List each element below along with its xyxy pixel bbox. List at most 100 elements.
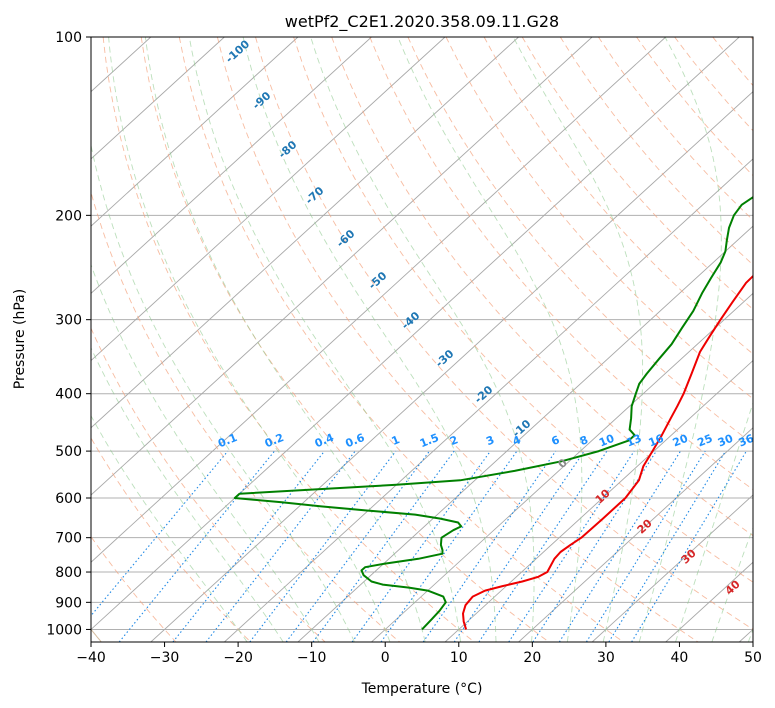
isotherm-gridline — [371, 292, 753, 642]
moist-adiabat — [397, 37, 583, 642]
y-tick-label: 200 — [55, 208, 82, 224]
dry-adiabat-label: -60 — [334, 227, 358, 250]
dry-adiabat — [636, 37, 753, 177]
isotherm-gridline — [91, 37, 372, 294]
mixing-ratio-line — [351, 450, 491, 642]
y-tick-label: 100 — [55, 30, 82, 46]
mixing-ratio-line — [478, 450, 608, 642]
dry-adiabat-label: -50 — [366, 269, 390, 292]
moist-adiabat-label: 0 — [555, 456, 570, 471]
x-tick-label: −30 — [150, 650, 180, 666]
mixing-ratio-line — [172, 450, 325, 642]
y-axis-title: Pressure (hPa) — [12, 289, 28, 389]
y-tick-label: 700 — [55, 531, 82, 547]
moist-adiabat — [638, 37, 722, 642]
mixing-ratio-line — [312, 450, 455, 642]
mixing-ratio-label: 25 — [695, 432, 714, 450]
plot-frame — [90, 36, 754, 643]
dry-adiabat — [178, 37, 624, 642]
moist-adiabat — [747, 628, 753, 642]
x-tick-label: 40 — [671, 650, 689, 666]
dry-adiabat — [369, 37, 753, 491]
data-series — [233, 195, 753, 631]
mixing-ratio-line — [422, 450, 557, 642]
y-tick-label: 400 — [55, 387, 82, 403]
dry-adiabat-label: -80 — [276, 138, 300, 161]
x-tick-label: 0 — [381, 650, 390, 666]
y-tick-label: 300 — [55, 313, 82, 329]
moist-adiabat — [91, 414, 248, 642]
mixing-ratio-line — [608, 450, 727, 642]
background-lines — [0, 37, 753, 642]
x-tick-label: 30 — [597, 650, 615, 666]
moist-adiabat — [675, 401, 753, 642]
mixing-ratio-label: 30 — [716, 432, 735, 450]
moist-adiabat — [310, 37, 535, 642]
x-tick-label: −20 — [223, 650, 253, 666]
moist-adiabat — [711, 526, 753, 642]
mixing-ratio-label: 3 — [484, 433, 496, 448]
isotherm-gridline — [444, 359, 753, 642]
temperature-profile — [462, 274, 753, 630]
isotherm-gridline — [91, 37, 299, 227]
dewpoint-profile — [233, 195, 753, 631]
isotherm-gridline — [91, 37, 667, 563]
moist-adiabat — [242, 37, 497, 642]
dry-adiabat — [559, 37, 753, 266]
dry-adiabat — [331, 37, 753, 537]
mixing-ratio-line — [380, 450, 518, 642]
x-axis: −40 −30 −20 −10 0 10 20 30 40 50 — [76, 642, 762, 666]
chart-title: wetPf2_C2E1.2020.358.09.11.G28 — [285, 12, 559, 32]
isotherm-gridline — [91, 37, 446, 362]
dry-adiabat — [445, 37, 753, 400]
mixing-ratio-line — [118, 450, 275, 642]
moist-adiabat-label: 40 — [723, 577, 743, 597]
moist-adiabat — [91, 346, 284, 642]
dry-adiabat — [255, 37, 753, 630]
mixing-ratio-label: 20 — [671, 432, 690, 450]
moist-adiabat — [512, 37, 644, 642]
y-axis: 100 200 300 400 500 600 700 800 900 1000 — [46, 30, 91, 638]
isotherm-gridline — [91, 37, 225, 160]
mixing-ratio-label: 8 — [578, 433, 590, 448]
isotherm-gridline — [91, 37, 519, 429]
x-tick-label: −10 — [297, 650, 327, 666]
mixing-ratio-label: 16 — [647, 432, 666, 450]
dry-adiabat — [750, 37, 753, 41]
y-tick-label: 900 — [55, 595, 82, 611]
isotherm-gridline — [224, 158, 753, 642]
y-tick-label: 800 — [55, 565, 82, 581]
y-tick-label: 1000 — [46, 622, 82, 638]
isotherm-gridline — [738, 628, 753, 642]
mixing-ratio-line — [631, 450, 747, 642]
x-tick-label: 10 — [450, 650, 468, 666]
x-tick-label: −40 — [76, 650, 106, 666]
mixing-ratio-label: 13 — [624, 432, 643, 450]
mixing-ratio-label: 10 — [597, 432, 616, 450]
mixing-ratio-line — [558, 450, 681, 642]
isotherm-gridline — [91, 37, 740, 631]
isotherm-gridline — [665, 561, 753, 642]
isotherm-gridline — [0, 37, 4, 642]
mixing-ratio-label: 1 — [390, 433, 402, 448]
y-tick-label: 500 — [55, 444, 82, 460]
isotherm-gridline — [150, 91, 753, 642]
dry-adiabat — [102, 37, 475, 642]
x-tick-label: 50 — [744, 650, 762, 666]
isotherm-gridline — [91, 37, 593, 496]
moist-adiabat — [91, 263, 320, 642]
mixing-ratio-line — [205, 450, 356, 642]
mixing-ratio-label: 2 — [448, 433, 460, 448]
mixing-ratio-line — [249, 450, 397, 642]
dry-adiabat — [216, 37, 699, 642]
x-axis-title: Temperature (°C) — [361, 681, 483, 697]
mixing-ratio-label: 0.1 — [216, 431, 239, 450]
dry-adiabat-label: -30 — [433, 347, 457, 370]
mixing-ratio-label: 36 — [737, 432, 756, 450]
isotherm-gridline — [518, 427, 753, 642]
moist-adiabat-label: 30 — [679, 546, 699, 566]
isotherm-gridline — [297, 225, 753, 642]
dry-adiabat — [712, 37, 753, 87]
dry-adiabat-label: -40 — [399, 309, 423, 332]
